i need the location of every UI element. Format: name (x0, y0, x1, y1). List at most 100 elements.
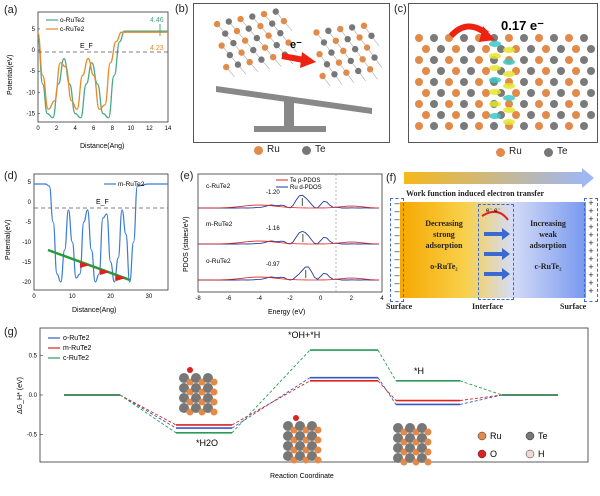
d-legend: m-RuTe2 (118, 181, 145, 188)
b-electron: e⁻ (290, 39, 302, 51)
f-left-3: adsorption (425, 241, 463, 250)
d-xlabel: Distance(Ang) (72, 307, 116, 314)
a-ytick: 5 (32, 27, 36, 33)
panel-g: (g) 0.5 0.0 -0.5 ΔG_H* (eV) Reaction Coord… (0, 322, 600, 491)
e-te-curve-1 (197, 240, 379, 245)
a-series-0 (37, 30, 168, 119)
a-ytick: 0 (32, 48, 36, 54)
g-link-1-0 (119, 394, 177, 426)
d-ytick: -15 (22, 260, 31, 266)
a-legend-c: c-RuTe2 (60, 26, 85, 33)
g-legend-c: c-RuTe2 (63, 355, 89, 362)
f-left-2: strong (433, 230, 455, 239)
c-value: 0.17 e⁻ (501, 18, 544, 33)
e-te-curve-2 (197, 276, 379, 281)
g-state-h2o: *H2O (196, 438, 218, 448)
g-link-2-1 (231, 349, 311, 434)
c-legend-te: Te (557, 146, 568, 157)
e-row0-name: c-RuTe2 (206, 183, 231, 190)
e-row0-val: -1.20 (266, 190, 280, 196)
d-xtick: 10 (69, 294, 76, 300)
a-legend-o: o-RuTe2 (60, 17, 85, 24)
charge-diagram: 0.17 e⁻ (415, 18, 595, 130)
panel-g-label: (g) (4, 326, 18, 338)
e-xtick: -6 (226, 296, 232, 302)
g-atom-h: H (538, 449, 545, 459)
g-link-0-3 (459, 394, 503, 405)
f-title: Work function induced electron transfer (406, 189, 545, 198)
panel-a-label: (a) (4, 4, 18, 16)
e-ylabel: PDOS (states/eV) (183, 216, 190, 272)
c-legend: Ru Te (496, 146, 596, 161)
e-row1-val: -1.16 (266, 226, 280, 232)
f-right-2: weak (539, 230, 557, 239)
chart-a: E_F 4.46 4.23 5 0 -5 -10 -15 0 2 4 6 8 10 12 14 Pot… (7, 11, 172, 150)
f-bottom-3: Surface (560, 302, 587, 311)
g-atom-te: Te (538, 431, 548, 441)
d-ytick: -20 (22, 280, 31, 286)
e-row2-val: -0.97 (266, 262, 280, 268)
panel-f-label: (f) (386, 172, 397, 184)
panel-b-label: (b) (175, 3, 189, 15)
f-bottom-1: Surface (386, 302, 413, 311)
d-ytick: -5 (26, 220, 32, 226)
g-ytick: -0.5 (27, 432, 38, 438)
a-ytick: -10 (26, 90, 35, 96)
panel-d-label: (d) (4, 170, 18, 182)
svg-text:e⁻ e⁻: e⁻ e⁻ (486, 208, 501, 214)
a-val2: 4.23 (150, 45, 164, 52)
panel-f: (f) Work function induced electron trans… (386, 168, 600, 318)
panel-e-label: (e) (180, 170, 194, 182)
f-body (400, 202, 586, 298)
a-xtick: 2 (55, 126, 59, 132)
e-xtick: 4 (380, 296, 384, 302)
f-right-name: c-RuTe₂ (534, 262, 562, 271)
a-ylabel: Potential(eV) (7, 55, 14, 95)
chart-g: 0.5 0.0 -0.5 ΔG_H* (eV) Reaction Coordinat… (17, 327, 589, 480)
d-ytick: 0 (28, 200, 32, 206)
g-link-2-3 (459, 380, 503, 396)
seesaw-diagram: e⁻ (213, 8, 383, 132)
e-xtick: 0 (319, 296, 323, 302)
f-right-1: Increasing (530, 219, 566, 228)
a-series-1 (37, 31, 168, 110)
a-ef: E_F (80, 43, 93, 50)
a-xtick: 6 (92, 126, 96, 132)
g-xlabel: Reaction Coordinate (270, 473, 334, 480)
a-xtick: 12 (146, 126, 153, 132)
e-xlabel: Energy (eV) (268, 309, 305, 316)
d-xtick: 20 (107, 294, 114, 300)
a-xtick: 14 (165, 126, 172, 132)
panel-d: E_F 5 0 -5 -10 -15 -20 0 10 20 30 m-RuTe2 Potent… (0, 168, 175, 318)
g-state-ohh: *OH+*H (288, 330, 320, 340)
f-left-name: o-RuTe₂ (430, 262, 458, 271)
g-state-h: *H (414, 366, 424, 376)
g-link-0-2 (377, 377, 397, 405)
d-xtick: 0 (32, 294, 36, 300)
f-arrows: e⁻ e⁻ (481, 208, 510, 280)
g-link-2-2 (377, 349, 397, 382)
d-ytick: -10 (22, 240, 31, 246)
f-left-text: Decreasing strong adsorption o-RuTe₂ (412, 218, 476, 272)
a-xlabel: Distance(Ang) (80, 143, 124, 150)
a-ytick: -15 (26, 112, 35, 118)
g-legend-o: o-RuTe2 (63, 335, 90, 342)
d-xtick: 30 (146, 294, 153, 300)
g-link-2-0 (119, 394, 177, 434)
f-left-1: Decreasing (425, 219, 463, 228)
g-ylabel: ΔG_H* (eV) (17, 377, 24, 414)
g-ytick: 0.5 (29, 354, 38, 360)
f-right-3: adsorption (529, 241, 567, 250)
e-row2-name: o-RuTe2 (206, 258, 231, 265)
a-ytick: -5 (30, 69, 36, 75)
a-xtick: 4 (73, 126, 77, 132)
f-top-arrow-head (582, 168, 594, 188)
g-link-0-1 (231, 377, 311, 429)
f-right-col: + + + + + + + + + + + + (584, 198, 598, 302)
a-xtick: 8 (111, 126, 115, 132)
d-ef: E_F (96, 199, 109, 206)
a-xtick: 10 (128, 126, 135, 132)
panel-c: 0.17 e⁻ (c) Ru Te (394, 3, 600, 163)
e-xtick: -8 (195, 296, 201, 302)
chart-d: E_F 5 0 -5 -10 -15 -20 0 10 20 30 m-RuTe2 Potent… (5, 173, 169, 314)
